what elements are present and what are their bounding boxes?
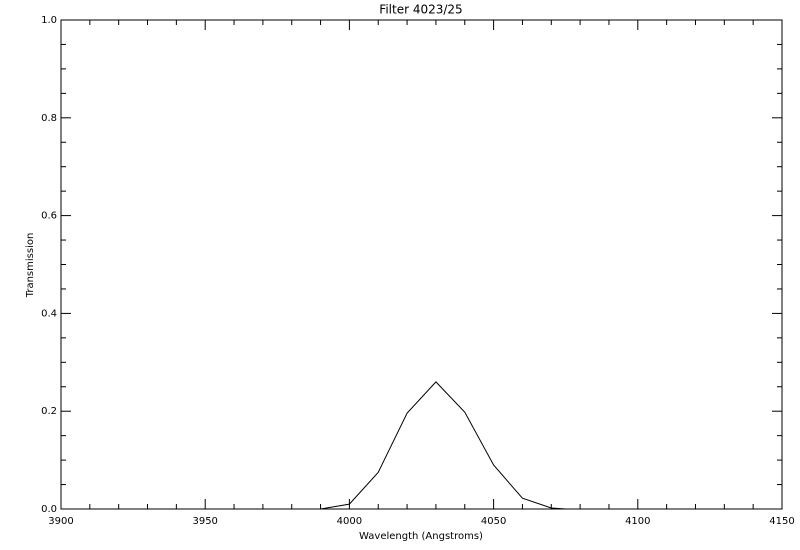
y-tick-label: 0.8 bbox=[41, 113, 57, 124]
x-tick-label: 3900 bbox=[48, 516, 73, 527]
y-tick-label: 0.6 bbox=[41, 211, 57, 222]
y-tick-label: 0.4 bbox=[41, 308, 57, 319]
x-tick-label: 4100 bbox=[625, 516, 650, 527]
x-tick-label: 4150 bbox=[769, 516, 794, 527]
y-axis-label: Transmission bbox=[25, 233, 36, 299]
y-tick-label: 0.2 bbox=[41, 406, 57, 417]
x-axis-label: Wavelength (Angstroms) bbox=[359, 531, 483, 542]
plot-frame bbox=[60, 19, 783, 510]
x-tick-label: 4000 bbox=[337, 516, 362, 527]
y-tick-label: 1.0 bbox=[41, 15, 57, 26]
data-line bbox=[320, 381, 566, 510]
x-tick-label: 4050 bbox=[481, 516, 506, 527]
y-tick-label: 0.0 bbox=[41, 504, 57, 515]
x-tick-label: 3950 bbox=[192, 516, 217, 527]
chart-title: Filter 4023/25 bbox=[379, 3, 462, 17]
